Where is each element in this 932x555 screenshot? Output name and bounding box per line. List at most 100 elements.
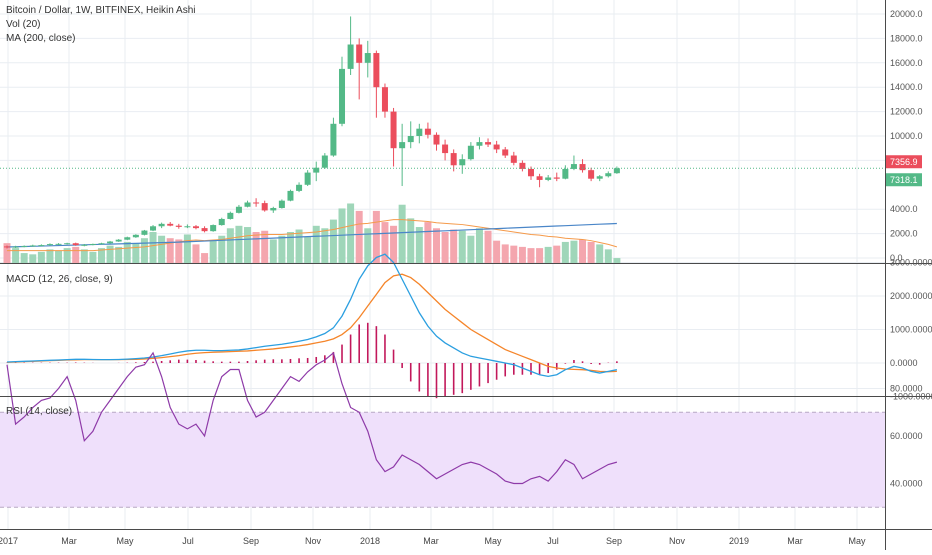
candle-body [373,53,380,88]
volume-bar [55,250,63,263]
time-axis-label: 2017 [0,536,18,546]
candle-body [390,111,397,149]
volume-bar [424,222,432,263]
volume-bar [304,236,312,263]
candle-body [201,228,208,232]
volume-bar [295,229,303,263]
chart-title: Bitcoin / Dollar, 1W, BITFINEX, Heikin A… [6,5,196,16]
volume-bar [63,248,71,263]
volume-bar [570,240,578,263]
volume-bar [115,246,123,263]
rsi-line [6,351,618,485]
volume-bar [312,225,320,263]
time-axis-label: Sep [606,536,622,546]
candle-body [270,207,277,211]
candle-body [167,223,174,226]
candle-body [192,226,199,229]
volume-bar [192,244,200,263]
time-axis-label: Mar [61,536,77,546]
volume-bar [458,230,466,263]
candle-body [424,128,431,135]
time-axis-label: May [848,536,866,546]
time-axis-label: Mar [787,536,803,546]
candle-body [527,168,534,177]
volume-bar [561,241,569,263]
volume-bar [381,222,389,263]
candle-body [356,44,363,63]
candle-body [613,168,620,174]
volume-bar [46,249,54,263]
volume-bar [106,245,114,263]
volume-bar [278,235,286,263]
volume-bar [441,232,449,263]
candle-body [38,245,45,247]
last-price-tag [886,155,922,169]
candle-body [184,226,191,228]
volume-bar [158,235,166,263]
volume-bar [209,240,217,263]
price-axis-label: 20000.0 [890,9,923,19]
candle-body [459,159,466,166]
candle-body [579,164,586,171]
volume-bar [132,243,140,263]
rsi-axis-label: 80.0000 [890,384,923,394]
candle-body [98,243,105,245]
candle-body [235,206,242,213]
volume-bar [261,230,269,263]
candle-body [253,202,260,204]
volume-bar [80,249,88,263]
macd-axis-label: 3000.0000 [890,258,932,268]
volume-bar [398,204,406,263]
time-axis-label: 2018 [360,536,380,546]
candle-body [296,184,303,191]
candle-body [467,145,474,160]
volume-bar [372,210,380,263]
candle-body [29,245,36,247]
candle-body [399,142,406,149]
candle-body [364,53,371,63]
volume-bar [37,251,45,263]
volume-bar [493,240,501,263]
volume-bar [364,228,372,263]
rsi-legend: RSI (14, close) [6,406,73,417]
volume-bar [140,238,148,263]
volume-bar [467,235,475,263]
volume-bar [286,232,294,263]
candle-body [330,123,337,156]
candle-body [55,243,62,245]
candle-body [476,142,483,146]
volume-bar [244,227,252,263]
candle-body [124,237,131,240]
candle-body [210,225,217,232]
volume-bar [613,258,621,263]
price-axis-label: 16000.0 [890,58,923,68]
price-axis-label: 4000.0 [890,204,918,214]
volume-bar [252,232,260,263]
volume-bar [415,227,423,263]
ma-200-line [6,222,617,248]
volume-bar [97,248,105,263]
volume-legend: Vol (20) [6,19,41,30]
ma-value-tag-label: 7318.1 [890,175,918,185]
candle-body [347,44,354,69]
candle-body [278,200,285,208]
volume-bar [183,234,191,263]
candle-body [218,218,225,226]
volume-bar [484,230,492,263]
price-axis-label: 0.0 [890,253,903,263]
price-axis-label: 14000.0 [890,82,923,92]
volume-bar [501,244,509,263]
volume-bar [89,251,97,263]
candle-body [510,155,517,163]
candle-body [89,243,96,245]
volume-bar [553,245,561,263]
candle-body [81,244,88,246]
candle-body [72,243,79,246]
candle-body [536,176,543,180]
volume-bar [510,245,518,263]
macd-legend: MACD (12, 26, close, 9) [6,274,113,285]
candle-body [12,246,19,248]
rsi-axis-label: 40.0000 [890,479,923,489]
volume-bar [20,253,28,263]
candle-body [381,87,388,112]
